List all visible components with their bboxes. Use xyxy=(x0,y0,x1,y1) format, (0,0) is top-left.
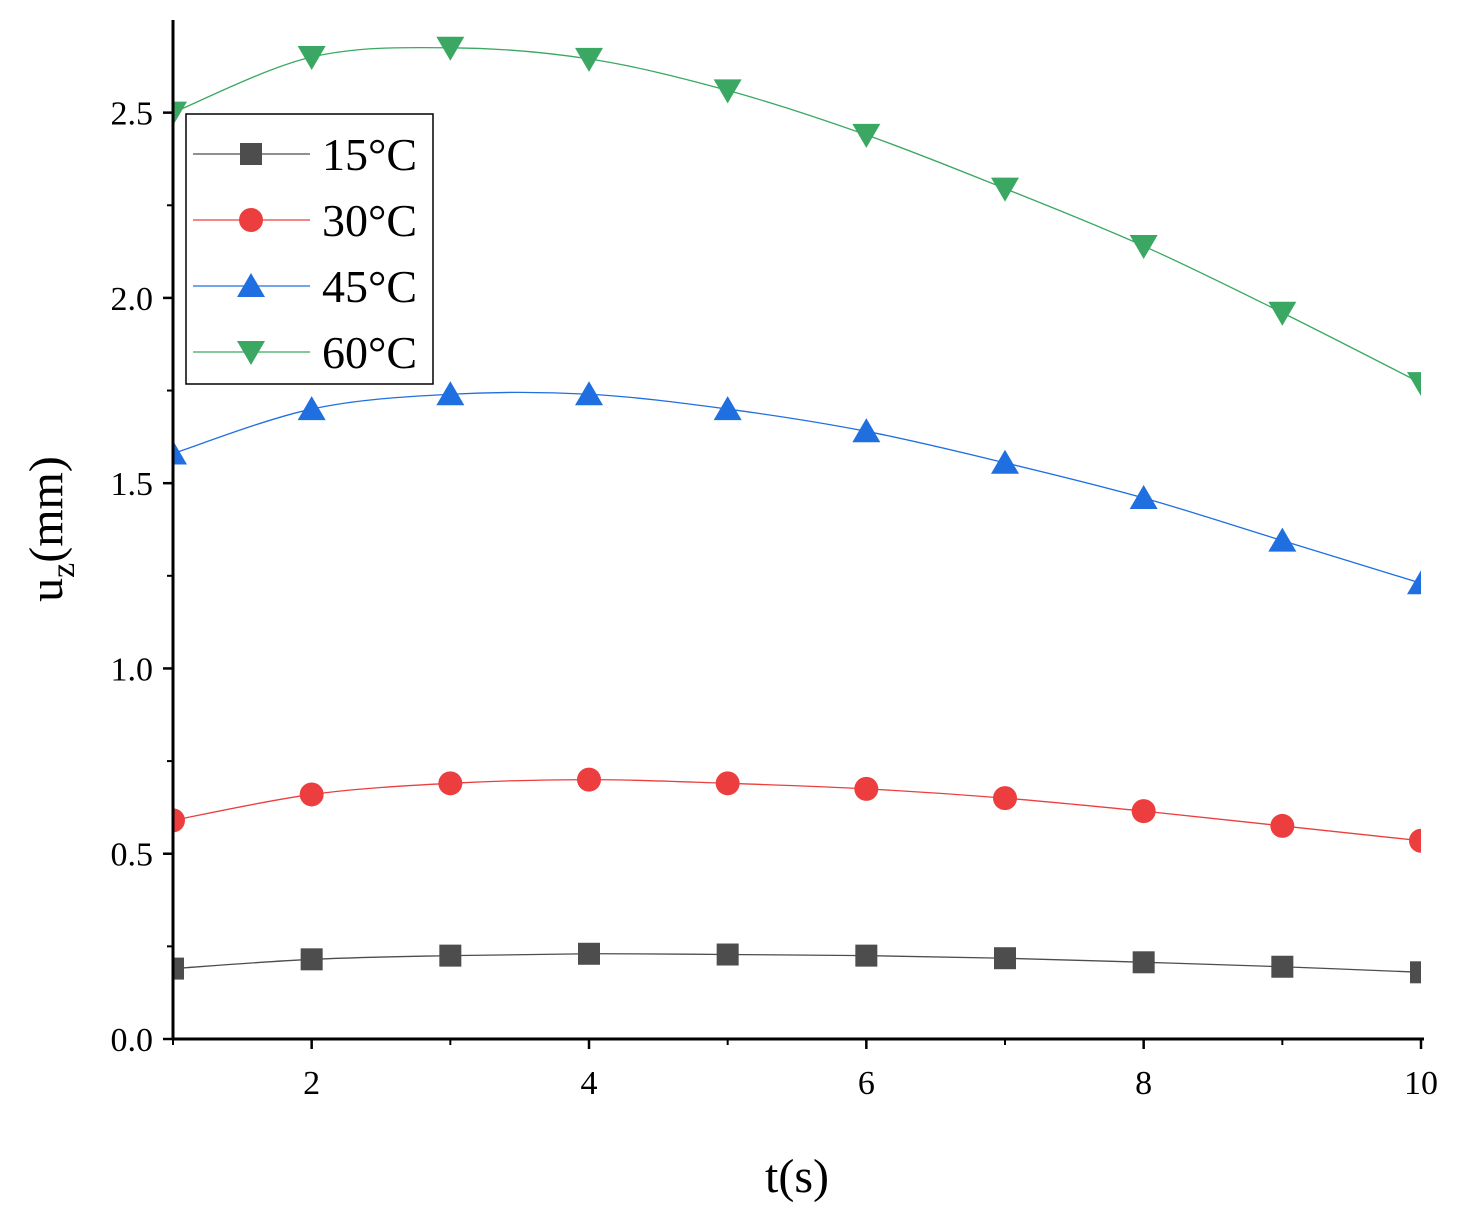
legend-label: 45°C xyxy=(322,261,417,312)
y-tick-label: 0.5 xyxy=(111,837,154,874)
legend-marker xyxy=(240,143,262,165)
data-point-s3-8 xyxy=(1268,301,1297,326)
data-point-s1-7 xyxy=(1131,799,1156,824)
legend-box xyxy=(185,113,434,385)
x-tick-label: 8 xyxy=(1135,1065,1152,1102)
series-line-0 xyxy=(173,953,1421,973)
data-point-s2-7 xyxy=(1129,485,1158,510)
series-2 xyxy=(173,381,1421,595)
data-point-s1-1 xyxy=(299,782,324,807)
series-line-2 xyxy=(173,391,1421,584)
y-tick-label: 0.0 xyxy=(111,1022,154,1059)
data-point-s2-1 xyxy=(297,396,326,421)
legend-label: 30°C xyxy=(322,195,417,246)
data-point-s3-3 xyxy=(575,47,603,72)
data-point-s3-6 xyxy=(991,177,1019,202)
data-point-s2-8 xyxy=(1268,527,1297,552)
legend-items: 15°C 30°C 45°C 60°C xyxy=(193,129,417,378)
y-tick-label: 2.5 xyxy=(111,96,154,133)
data-point-s1-8 xyxy=(1270,813,1295,838)
legend-marker xyxy=(239,208,263,232)
data-point-s3-9 xyxy=(1407,372,1421,397)
legend-label: 60°C xyxy=(322,327,417,378)
legend-item-2: 45°C xyxy=(193,261,417,312)
data-point-s2-6 xyxy=(991,449,1019,474)
y-tick-label: 2.0 xyxy=(111,281,154,318)
data-point-s1-5 xyxy=(854,776,879,801)
data-point-s0-1 xyxy=(300,948,323,971)
data-point-s0-4 xyxy=(716,943,739,966)
data-point-s0-5 xyxy=(855,944,878,967)
series-layer xyxy=(173,36,1421,984)
svg-text:uz(mm): uz(mm) xyxy=(20,456,82,602)
data-point-s2-5 xyxy=(852,418,881,443)
data-point-s0-2 xyxy=(439,944,462,967)
data-point-s2-3 xyxy=(575,381,603,406)
x-axis-title: t(s) xyxy=(765,1150,829,1203)
series-line-1 xyxy=(173,778,1421,842)
y-axis-title-unit: (mm) xyxy=(20,456,73,563)
data-point-s2-0 xyxy=(173,440,187,465)
y-tick-label: 1.5 xyxy=(111,466,154,503)
series-line-3 xyxy=(173,46,1421,384)
series-3 xyxy=(173,36,1421,397)
y-axis-title-main: u xyxy=(20,578,73,602)
data-point-s3-7 xyxy=(1129,235,1158,260)
y-tick-label: 1.0 xyxy=(111,651,154,688)
data-point-s0-8 xyxy=(1271,955,1294,978)
legend-item-0: 15°C xyxy=(193,129,417,180)
data-point-s3-4 xyxy=(713,79,742,104)
legend-marker xyxy=(237,273,265,297)
data-point-s2-2 xyxy=(436,381,465,406)
data-point-s3-5 xyxy=(852,123,881,148)
data-point-s0-9 xyxy=(1410,961,1421,984)
legend-item-3: 60°C xyxy=(193,327,417,378)
data-point-s2-9 xyxy=(1407,570,1421,595)
axes-layer xyxy=(171,20,1424,1041)
data-point-s2-4 xyxy=(713,396,742,421)
series-0 xyxy=(173,942,1421,984)
data-point-s0-7 xyxy=(1132,951,1155,974)
legend-marker xyxy=(237,341,265,365)
data-point-s0-0 xyxy=(173,957,184,980)
data-point-s3-2 xyxy=(436,36,465,61)
data-point-s1-0 xyxy=(173,808,185,833)
data-point-s0-6 xyxy=(994,947,1016,970)
data-point-s1-2 xyxy=(438,771,463,796)
legend-item-1: 30°C xyxy=(193,195,417,246)
data-point-s3-1 xyxy=(297,46,326,71)
ticks-layer: 0.0 0.5 1.0 1.5 2.0 2.5 2 4 6 8 10 xyxy=(111,96,1439,1102)
y-axis-title-subscript: z xyxy=(45,563,82,578)
legend-label: 15°C xyxy=(322,129,417,180)
x-tick-label: 10 xyxy=(1404,1065,1438,1102)
legend: 15°C 30°C 45°C 60°C xyxy=(185,113,434,385)
data-point-s0-3 xyxy=(578,942,600,965)
data-point-s1-4 xyxy=(715,771,740,796)
data-point-s1-3 xyxy=(577,767,601,792)
x-tick-label: 6 xyxy=(858,1065,875,1102)
data-point-s1-9 xyxy=(1409,828,1421,853)
x-tick-label: 2 xyxy=(303,1065,320,1102)
data-point-s1-6 xyxy=(993,786,1017,811)
data-point-s3-0 xyxy=(173,101,187,126)
series-1 xyxy=(173,767,1421,853)
y-axis-title: uz(mm) xyxy=(20,456,82,602)
x-tick-label: 4 xyxy=(581,1065,598,1102)
